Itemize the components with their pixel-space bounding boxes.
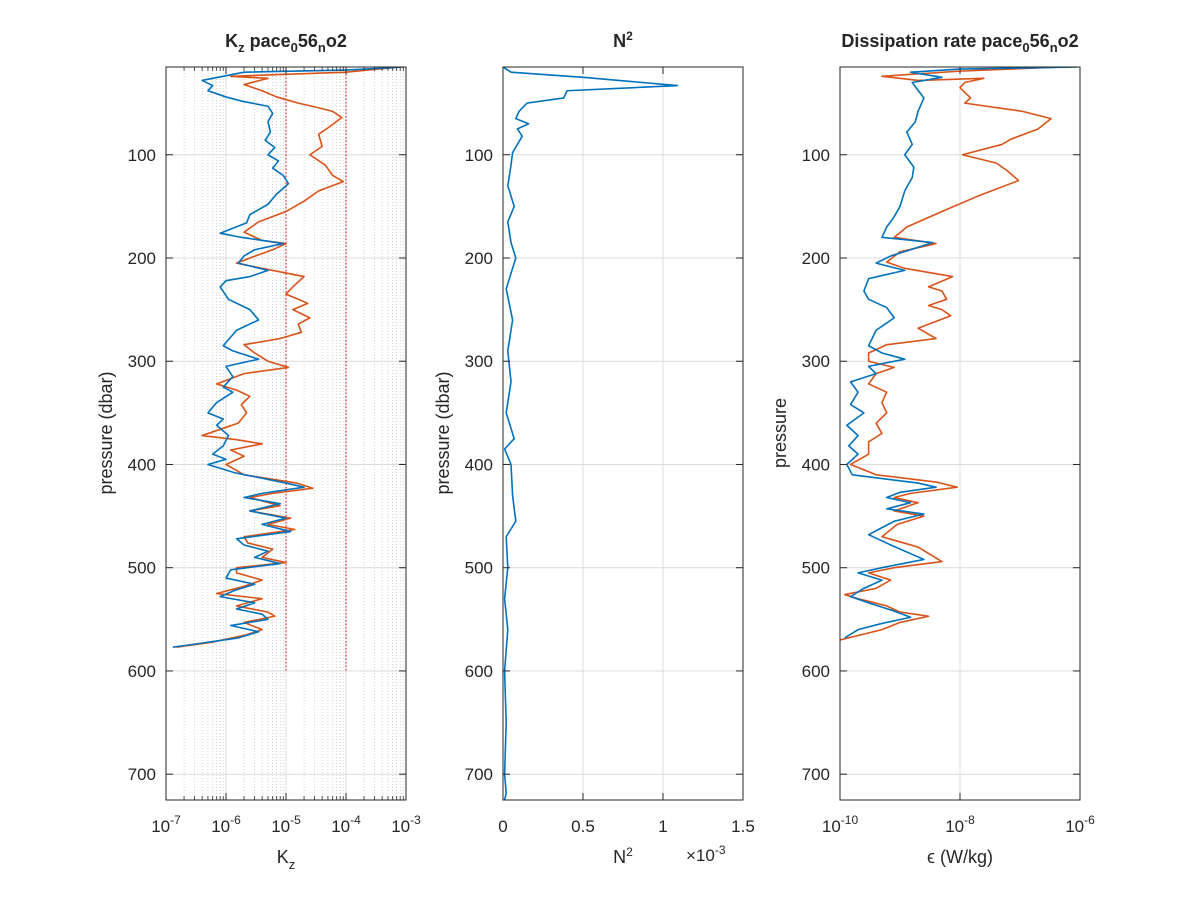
y-tick-label: 600: [128, 662, 156, 681]
x-tick-label: 10-6: [1065, 813, 1095, 836]
y-tick-label: 500: [465, 559, 493, 578]
y-tick-label: 200: [465, 249, 493, 268]
epsilon-x-axis-label: ϵ (W/kg): [927, 847, 993, 867]
epsilon-title: Dissipation rate pace056no2: [841, 31, 1078, 55]
kz-y-axis-label: pressure (dbar): [96, 371, 116, 494]
x-tick-label: 1.5: [731, 817, 755, 836]
kz-ticks: [165, 67, 407, 800]
x-tick-label: 10-3: [391, 813, 421, 836]
y-tick-label: 600: [465, 662, 493, 681]
x-tick-label: 10-6: [211, 813, 241, 836]
n2-x-multiplier: ×10-3: [686, 843, 726, 865]
epsilon-series-orange: [840, 67, 1062, 641]
n2-series: [503, 67, 679, 800]
y-tick-label: 200: [802, 249, 830, 268]
y-tick-label: 500: [128, 559, 156, 578]
kz-reference-lines: [285, 67, 347, 671]
n2-series-blue: [503, 67, 679, 800]
y-tick-label: 500: [802, 559, 830, 578]
epsilon-series-blue: [844, 67, 1078, 639]
x-tick-label: 10-5: [271, 813, 301, 836]
n2-y-axis-label: pressure (dbar): [433, 371, 453, 494]
n2-x-tick-labels: 0 0.5 1 1.5: [498, 817, 755, 836]
y-tick-label: 100: [128, 146, 156, 165]
x-tick-label: 0.5: [571, 817, 595, 836]
n2-y-tick-labels: 100 200 300 400 500 600 700: [465, 146, 493, 784]
y-tick-label: 100: [802, 146, 830, 165]
y-tick-label: 400: [465, 455, 493, 474]
x-tick-label: 10-8: [945, 813, 975, 836]
n2-panel: N2 100 200 300 400 500 600 700 0 0.5 1 1.5 N2 ×10…: [433, 29, 755, 867]
kz-x-tick-labels: 10-7 10-6 10-5 10-4 10-3: [151, 813, 421, 836]
x-tick-label: 10-7: [151, 813, 181, 836]
epsilon-y-tick-labels: 100 200 300 400 500 600 700: [802, 146, 830, 784]
kz-title: Kz pace056no2: [225, 31, 347, 55]
n2-ticks: [502, 67, 744, 800]
kz-series-orange: [176, 67, 401, 649]
kz-y-tick-labels: 100 200 300 400 500 600 700: [128, 146, 156, 784]
y-tick-label: 400: [128, 455, 156, 474]
kz-series: [172, 67, 404, 649]
y-tick-label: 300: [465, 352, 493, 371]
y-tick-label: 700: [465, 765, 493, 784]
kz-panel: Kz pace056no2 100 200 300 400 500 600 700 10-7…: [96, 31, 421, 872]
n2-x-axis-label: N2: [613, 845, 633, 867]
epsilon-panel: Dissipation rate pace056no2 100 200 300 400…: [770, 31, 1095, 867]
x-tick-label: 10-10: [822, 813, 859, 836]
n2-title: N2: [613, 29, 633, 51]
y-tick-label: 700: [128, 765, 156, 784]
y-tick-label: 100: [465, 146, 493, 165]
epsilon-x-tick-labels: 10-10 10-8 10-6: [822, 813, 1095, 836]
kz-series-blue: [172, 67, 404, 649]
epsilon-y-axis-label: pressure: [770, 398, 790, 468]
x-tick-label: 1: [658, 817, 667, 836]
x-tick-label: 10-4: [331, 813, 361, 836]
y-tick-label: 300: [128, 352, 156, 371]
n2-plot-frame: [502, 66, 744, 801]
y-tick-label: 300: [802, 352, 830, 371]
x-tick-label: 0: [498, 817, 507, 836]
y-tick-label: 200: [128, 249, 156, 268]
kz-x-axis-label: Kz: [277, 847, 296, 872]
y-tick-label: 700: [802, 765, 830, 784]
y-tick-label: 400: [802, 455, 830, 474]
y-tick-label: 600: [802, 662, 830, 681]
epsilon-ticks: [839, 67, 1081, 800]
epsilon-series: [840, 67, 1078, 641]
